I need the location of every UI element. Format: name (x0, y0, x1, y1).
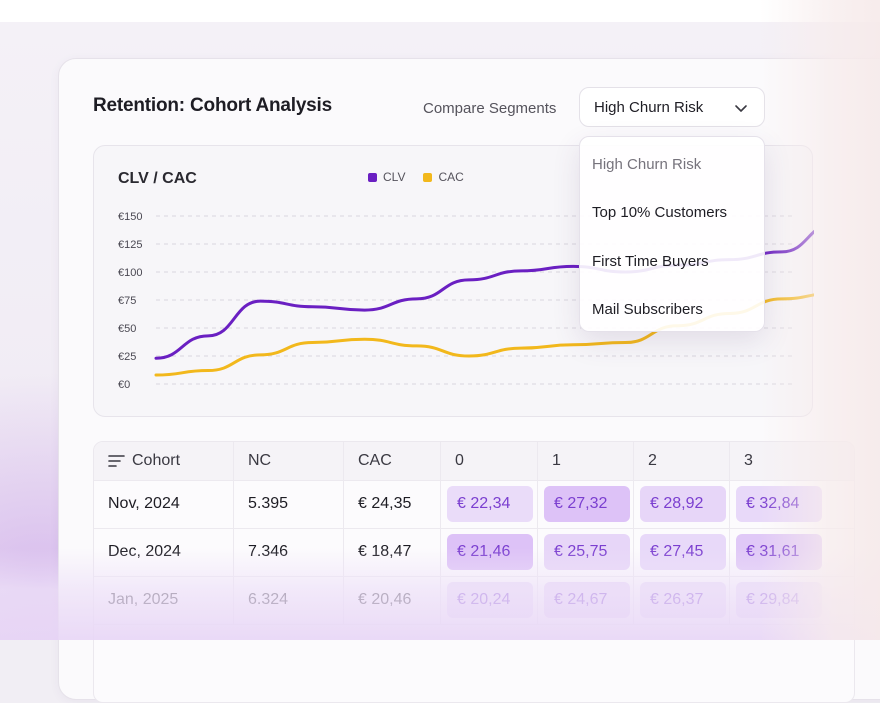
dropdown-option-top-10-customers[interactable]: Top 10% Customers (592, 204, 727, 221)
header-cohort[interactable]: Cohort (94, 442, 233, 480)
row-nc: 7.346 (233, 528, 343, 576)
retention-value-cell[interactable]: € 27,45 (640, 534, 726, 570)
row-period-0-cell: € 21,46 (440, 528, 537, 576)
retention-value-cell[interactable]: € 22,34 (447, 486, 533, 522)
segment-dropdown-menu: High Churn Risk Top 10% Customers First … (579, 136, 765, 332)
row-period-3-cell: € 31,61 (729, 528, 854, 576)
retention-value-cell[interactable]: € 27,32 (544, 486, 630, 522)
row-period-1-cell: € 27,32 (537, 480, 633, 528)
header-period-1: 1 (537, 442, 633, 480)
header-period-0: 0 (440, 442, 537, 480)
retention-value-cell[interactable]: € 21,46 (447, 534, 533, 570)
table-row: Jan, 2025 6.324 € 20,46 € 20,24 € 24,67 … (94, 576, 854, 625)
retention-value-cell[interactable]: € 28,92 (640, 486, 726, 522)
row-period-0-cell: € 20,24 (440, 576, 537, 624)
row-nc: 5.395 (233, 480, 343, 528)
row-period-3-cell: € 32,84 (729, 480, 854, 528)
retention-value-cell[interactable]: € 20,24 (447, 582, 533, 618)
row-period-1-cell: € 25,75 (537, 528, 633, 576)
chevron-down-icon (734, 101, 748, 115)
retention-value-cell[interactable]: € 29,84 (736, 582, 822, 618)
header-cac: CAC (343, 442, 440, 480)
dropdown-option-first-time-buyers[interactable]: First Time Buyers (592, 253, 709, 270)
dropdown-option-mail-subscribers[interactable]: Mail Subscribers (592, 301, 703, 318)
row-period-0-cell: € 22,34 (440, 480, 537, 528)
y-tick-label: €75 (118, 295, 136, 307)
row-period-2-cell: € 26,37 (633, 576, 729, 624)
row-cac: € 20,46 (343, 576, 440, 624)
row-period-2-cell: € 27,45 (633, 528, 729, 576)
y-tick-label: €150 (118, 211, 142, 223)
header-period-3: 3 (729, 442, 854, 480)
row-cac: € 24,35 (343, 480, 440, 528)
y-tick-label: €0 (118, 379, 130, 391)
page-title: Retention: Cohort Analysis (93, 95, 332, 117)
row-period-2-cell: € 28,92 (633, 480, 729, 528)
row-cohort: Nov, 2024 (94, 480, 233, 528)
table-header-row: Cohort NC CAC 0 1 2 3 (94, 442, 854, 481)
header-cohort-label: Cohort (132, 452, 180, 470)
retention-value-cell[interactable]: € 26,37 (640, 582, 726, 618)
table-row: Nov, 2024 5.395 € 24,35 € 22,34 € 27,32 … (94, 480, 854, 529)
y-tick-label: €100 (118, 267, 142, 279)
row-period-3-cell: € 29,84 (729, 576, 854, 624)
y-tick-label: €125 (118, 239, 142, 251)
row-cohort: Jan, 2025 (94, 576, 233, 624)
retention-value-cell[interactable]: € 24,67 (544, 582, 630, 618)
row-cohort: Dec, 2024 (94, 528, 233, 576)
retention-value-cell[interactable]: € 32,84 (736, 486, 822, 522)
top-band (0, 0, 880, 22)
table-row: Dec, 2024 7.346 € 18,47 € 21,46 € 25,75 … (94, 528, 854, 577)
row-cac: € 18,47 (343, 528, 440, 576)
row-nc: 6.324 (233, 576, 343, 624)
y-tick-label: €25 (118, 351, 136, 363)
dropdown-option-high-churn-risk[interactable]: High Churn Risk (592, 156, 701, 173)
cohort-table: Cohort NC CAC 0 1 2 3 Nov, 2024 5.395 € … (93, 441, 855, 703)
segment-select-value: High Churn Risk (594, 99, 703, 116)
y-tick-label: €50 (118, 323, 136, 335)
header-period-2: 2 (633, 442, 729, 480)
retention-value-cell[interactable]: € 25,75 (544, 534, 630, 570)
retention-value-cell[interactable]: € 31,61 (736, 534, 822, 570)
row-period-1-cell: € 24,67 (537, 576, 633, 624)
segment-select[interactable]: High Churn Risk (579, 87, 765, 127)
header-nc: NC (233, 442, 343, 480)
sort-lines-icon (108, 454, 126, 468)
compare-segments-label: Compare Segments (423, 100, 556, 117)
